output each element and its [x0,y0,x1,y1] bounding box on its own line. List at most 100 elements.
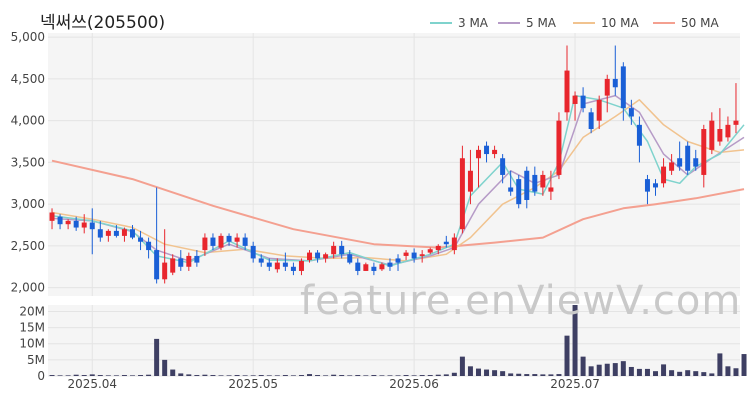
candle-body [282,262,288,267]
volume-bar [218,375,224,376]
candle-body [258,258,264,263]
candle-body [186,255,192,267]
price-y-tick-label: 2,500 [11,239,45,253]
price-y-tick-label: 3,000 [11,197,45,211]
candle-body [57,216,63,225]
candle-body [266,262,272,267]
volume-bar [669,370,675,376]
volume-bar [363,375,369,376]
candle-body [636,124,642,146]
candle-body [548,187,554,192]
volume-bar [685,370,691,376]
volume-y-tick-label: 10M [19,337,45,351]
price-y-tick-label: 2,000 [11,281,45,295]
volume-bar [355,375,361,376]
candle-body [234,237,240,242]
volume-bar [162,359,168,376]
candle-body [524,170,530,200]
candle-body [290,266,296,271]
volume-bar [580,356,586,376]
candle-body [379,264,385,270]
volume-bar [298,375,304,376]
volume-bar [105,375,111,376]
candle-body [178,258,184,267]
legend-swatch-10ma [573,21,595,24]
volume-bar [556,374,562,376]
candle-body [411,252,417,259]
volume-bar [121,375,127,376]
legend-label-3ma: 3 MA [458,16,489,30]
price-panel-bg [48,33,740,296]
volume-bar [540,374,546,376]
candle-body [113,230,119,236]
candle-body [467,170,473,192]
volume-bar [628,366,634,376]
candle-body [89,222,95,230]
volume-bar [701,372,707,376]
candle-body [484,145,490,155]
volume-bar [194,375,200,376]
legend-swatch-5ma [498,21,520,24]
candle-body [459,158,465,230]
volume-bar [508,373,514,376]
volume-bar [725,366,731,376]
candle-body [81,222,87,228]
legend-swatch-3ma [430,21,452,24]
volume-bar [427,375,433,376]
volume-bar [81,375,87,376]
candle-body [580,95,586,109]
candle-body [564,70,570,113]
price-y-tick-label: 4,500 [11,72,45,86]
volume-bar [371,375,377,376]
volume-bar [661,364,667,376]
volume-bar [57,375,63,376]
price-y-tick-label: 3,500 [11,155,45,169]
volume-bar [403,375,409,376]
candle-body [604,78,610,96]
candle-body [331,245,337,255]
candle-body [218,235,224,248]
volume-bar [653,371,659,376]
candle-body [500,158,506,175]
legend-item-5ma: 5 MA [498,16,556,30]
volume-bar [741,354,747,376]
candle-body [475,149,481,159]
x-tick-label: 2025.05 [228,377,278,391]
candle-body [121,229,127,236]
candle-body [572,95,578,104]
legend-item-3ma: 3 MA [430,16,488,30]
candle-body [540,174,546,188]
candle-body [170,258,176,273]
volume-bar [290,375,296,376]
volume-bar [588,366,594,376]
candle-body [250,245,256,259]
volume-y-tick-label: 5M [27,353,45,367]
volume-bar [65,375,71,376]
candle-body [653,183,659,188]
candle-body [65,220,71,225]
volume-bar [226,375,232,376]
candle-body [363,264,369,271]
volume-y-tick-label: 15M [19,321,45,335]
ma-line-50ma [51,159,745,249]
volume-bar [113,375,119,376]
candle-body [105,230,111,236]
volume-bar [138,375,144,376]
candle-body [210,237,216,246]
volume-bar [475,368,481,376]
volume-bar [572,305,578,376]
candle-body [612,78,618,88]
candle-body [435,245,441,251]
volume-bar [564,335,570,376]
volume-bar [379,375,385,376]
volume-bar [484,369,490,376]
legend-label-5ma: 5 MA [526,16,557,30]
volume-bar [492,370,498,376]
candle-body [347,254,353,263]
candle-body [274,262,280,270]
candle-body [620,66,626,109]
candle-body [644,179,650,192]
volume-bar [500,371,506,376]
volume-bar [242,375,248,376]
volume-bar [347,375,353,376]
